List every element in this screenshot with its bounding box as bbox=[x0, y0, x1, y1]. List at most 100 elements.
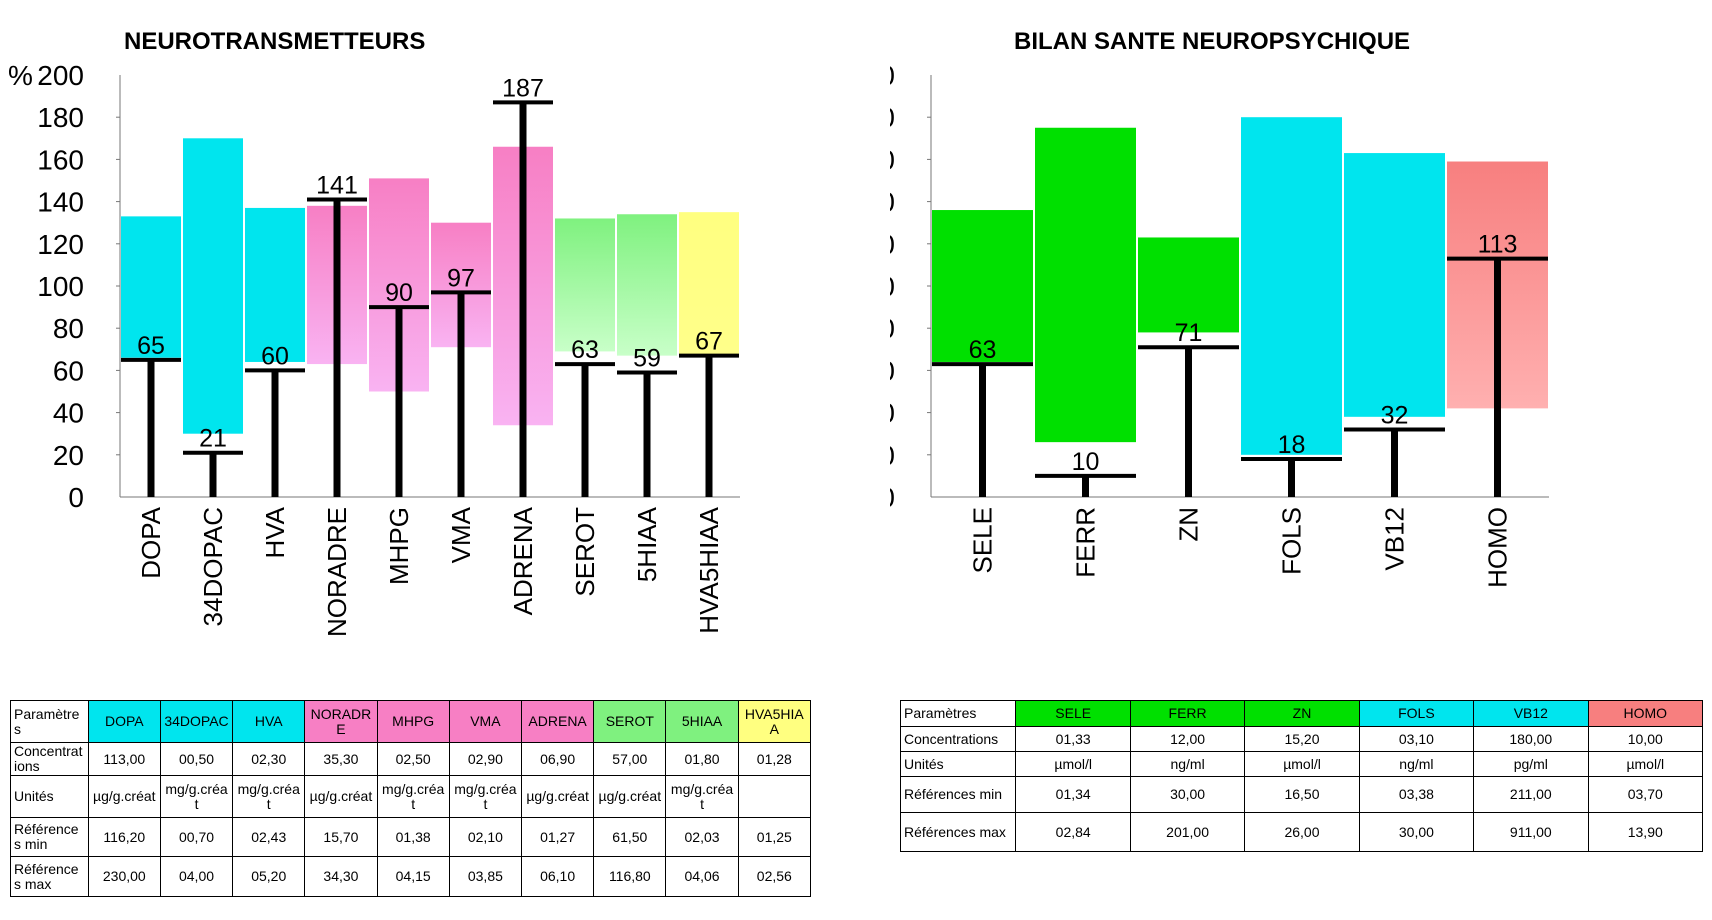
y-tick-label: 120 bbox=[37, 229, 84, 260]
reference-range-bar-hva5hiaa bbox=[679, 212, 739, 356]
table-cell: 03,70 bbox=[1587, 776, 1704, 813]
table-cell: 116,80 bbox=[593, 856, 667, 897]
reference-range-bar-ferr bbox=[1035, 127, 1136, 443]
category-label-homo: HOMO bbox=[1483, 507, 1513, 588]
reference-range-bar-vb12 bbox=[1344, 153, 1445, 417]
table-cell: 04,06 bbox=[665, 856, 739, 897]
table-cell: 01,33 bbox=[1015, 726, 1131, 752]
category-label-adrena: ADRENA bbox=[508, 506, 538, 615]
table-cell: 15,20 bbox=[1244, 726, 1360, 752]
y-tick-label: 140 bbox=[890, 187, 895, 218]
neuropsych-panel: BILAN SANTE NEUROPSYCHIQUE 0204060801001… bbox=[890, 0, 1712, 920]
table-cell: 02,90 bbox=[448, 742, 523, 776]
table-header-row: Paramètres SELE FERR ZN FOLS VB12 HOMO bbox=[899, 700, 1704, 727]
table-cell: 02,10 bbox=[448, 817, 523, 857]
table-cell: pg/ml bbox=[1473, 751, 1589, 777]
table-cell: 01,25 bbox=[737, 817, 812, 857]
table-row: Unités µmol/l ng/ml µmol/l ng/ml pg/ml µmol/l bbox=[899, 751, 1704, 777]
table-cell: 30,00 bbox=[1129, 776, 1246, 813]
y-tick-label: 40 bbox=[890, 398, 895, 429]
row-label-cell: Unités bbox=[10, 775, 89, 818]
column-header-noradre: NORADRE bbox=[304, 700, 378, 743]
value-label-mhpg: 90 bbox=[385, 279, 413, 307]
value-label-noradre: 141 bbox=[316, 171, 358, 199]
table-cell: 02,56 bbox=[737, 856, 812, 897]
table-cell: 180,00 bbox=[1473, 726, 1589, 752]
table-row: Concentrations 01,33 12,00 15,20 03,10 180,00… bbox=[899, 726, 1704, 752]
category-label-34dopac: 34DOPAC bbox=[198, 507, 228, 626]
category-label-hva: HVA bbox=[260, 506, 290, 558]
table-cell: 201,00 bbox=[1129, 812, 1246, 852]
table-cell: 12,00 bbox=[1129, 726, 1246, 752]
y-tick-label: 160 bbox=[37, 144, 84, 175]
y-tick-label: 100 bbox=[890, 271, 895, 302]
table-cell: ng/ml bbox=[1358, 751, 1475, 777]
neurotransmitters-chart: 0 20 40 60 80 100 120 140 160 180 200% 65 DOPA 21 34DO… bbox=[8, 60, 740, 637]
table-cell: 911,00 bbox=[1473, 812, 1589, 852]
table-cell: µmol/l bbox=[1587, 751, 1704, 777]
y-tick-label: 80 bbox=[53, 313, 84, 344]
y-tick-label: 140 bbox=[37, 187, 84, 218]
value-label-sele: 63 bbox=[969, 336, 997, 364]
table-cell: 02,84 bbox=[1015, 812, 1131, 852]
row-label-cell: Références max bbox=[899, 812, 1017, 852]
y-tick-label: 180 bbox=[37, 102, 84, 133]
table-cell: 00,50 bbox=[159, 742, 234, 776]
category-label-5hiaa: 5HIAA bbox=[632, 506, 662, 582]
value-label-vma: 97 bbox=[447, 264, 475, 292]
value-label-adrena: 187 bbox=[502, 74, 544, 102]
table-header-row: Paramètres DOPA 34DOPAC HVA NORADRE MHPG VMA AD… bbox=[10, 700, 812, 743]
column-header-homo: HOMO bbox=[1587, 700, 1704, 727]
column-header-mhpg: MHPG bbox=[376, 700, 450, 743]
table-cell: 13,90 bbox=[1587, 812, 1704, 852]
table-cell: mg/g.créat bbox=[448, 775, 523, 818]
table-cell: 01,38 bbox=[376, 817, 450, 857]
table-cell: mg/g.créat bbox=[232, 775, 306, 818]
y-tick-label: 200 bbox=[890, 60, 895, 91]
value-label-hva: 60 bbox=[261, 342, 289, 370]
chart-title-neurotransmitters: NEUROTRANSMETTEURS bbox=[124, 28, 426, 55]
table-cell: 02,43 bbox=[232, 817, 306, 857]
table-cell: 30,00 bbox=[1358, 812, 1475, 852]
y-tick-label: 200 bbox=[37, 60, 84, 91]
row-label-cell: Références max bbox=[10, 856, 89, 897]
row-label-cell: Concentrations bbox=[899, 726, 1017, 752]
table-cell: 15,70 bbox=[304, 817, 378, 857]
table-row: Références max 230,00 04,00 05,20 34,30 04,15… bbox=[10, 856, 812, 897]
row-label-cell: Références min bbox=[899, 776, 1017, 813]
category-label-hva5hiaa: HVA5HIAA bbox=[694, 506, 724, 633]
column-header-vb12: VB12 bbox=[1473, 700, 1589, 727]
reference-range-bar-hva bbox=[245, 207, 305, 362]
value-label-dopa: 65 bbox=[137, 332, 165, 360]
column-header-vma: VMA bbox=[448, 700, 523, 743]
value-label-vb12: 32 bbox=[1381, 401, 1409, 429]
column-header-hva: HVA bbox=[232, 700, 306, 743]
y-tick-label: 60 bbox=[53, 355, 84, 386]
table-row: Références min 01,34 30,00 16,50 03,38 211,00… bbox=[899, 776, 1704, 813]
category-label-ferr: FERR bbox=[1071, 507, 1101, 578]
chart-title-neuropsych: BILAN SANTE NEUROPSYCHIQUE bbox=[1014, 28, 1411, 55]
reference-range-bar-dopa bbox=[121, 216, 181, 358]
table-cell: 02,03 bbox=[665, 817, 739, 857]
reference-range-bar-sele bbox=[932, 210, 1033, 362]
table-cell: 02,30 bbox=[232, 742, 306, 776]
value-label-zn: 71 bbox=[1175, 319, 1203, 347]
table-cell: 02,50 bbox=[376, 742, 450, 776]
table-cell: 03,10 bbox=[1358, 726, 1475, 752]
value-label-hva5hiaa: 67 bbox=[695, 328, 723, 356]
table-cell: 06,10 bbox=[520, 856, 595, 897]
y-tick-label: 40 bbox=[53, 398, 84, 429]
y-tick-label: 80 bbox=[890, 313, 895, 344]
table-cell: 01,27 bbox=[520, 817, 595, 857]
value-label-serot: 63 bbox=[571, 336, 599, 364]
column-header-34dopac: 34DOPAC bbox=[159, 700, 234, 743]
table-cell: 01,34 bbox=[1015, 776, 1131, 813]
table-cell: µmol/l bbox=[1015, 751, 1131, 777]
y-tick-label: 0 bbox=[890, 482, 895, 513]
table-cell: 230,00 bbox=[87, 856, 161, 897]
header-label-cell: Paramètres bbox=[899, 700, 1017, 727]
table-cell: 10,00 bbox=[1587, 726, 1704, 752]
value-label-34dopac: 21 bbox=[199, 425, 227, 453]
table-cell: 35,30 bbox=[304, 742, 378, 776]
column-header-5hiaa: 5HIAA bbox=[665, 700, 739, 743]
